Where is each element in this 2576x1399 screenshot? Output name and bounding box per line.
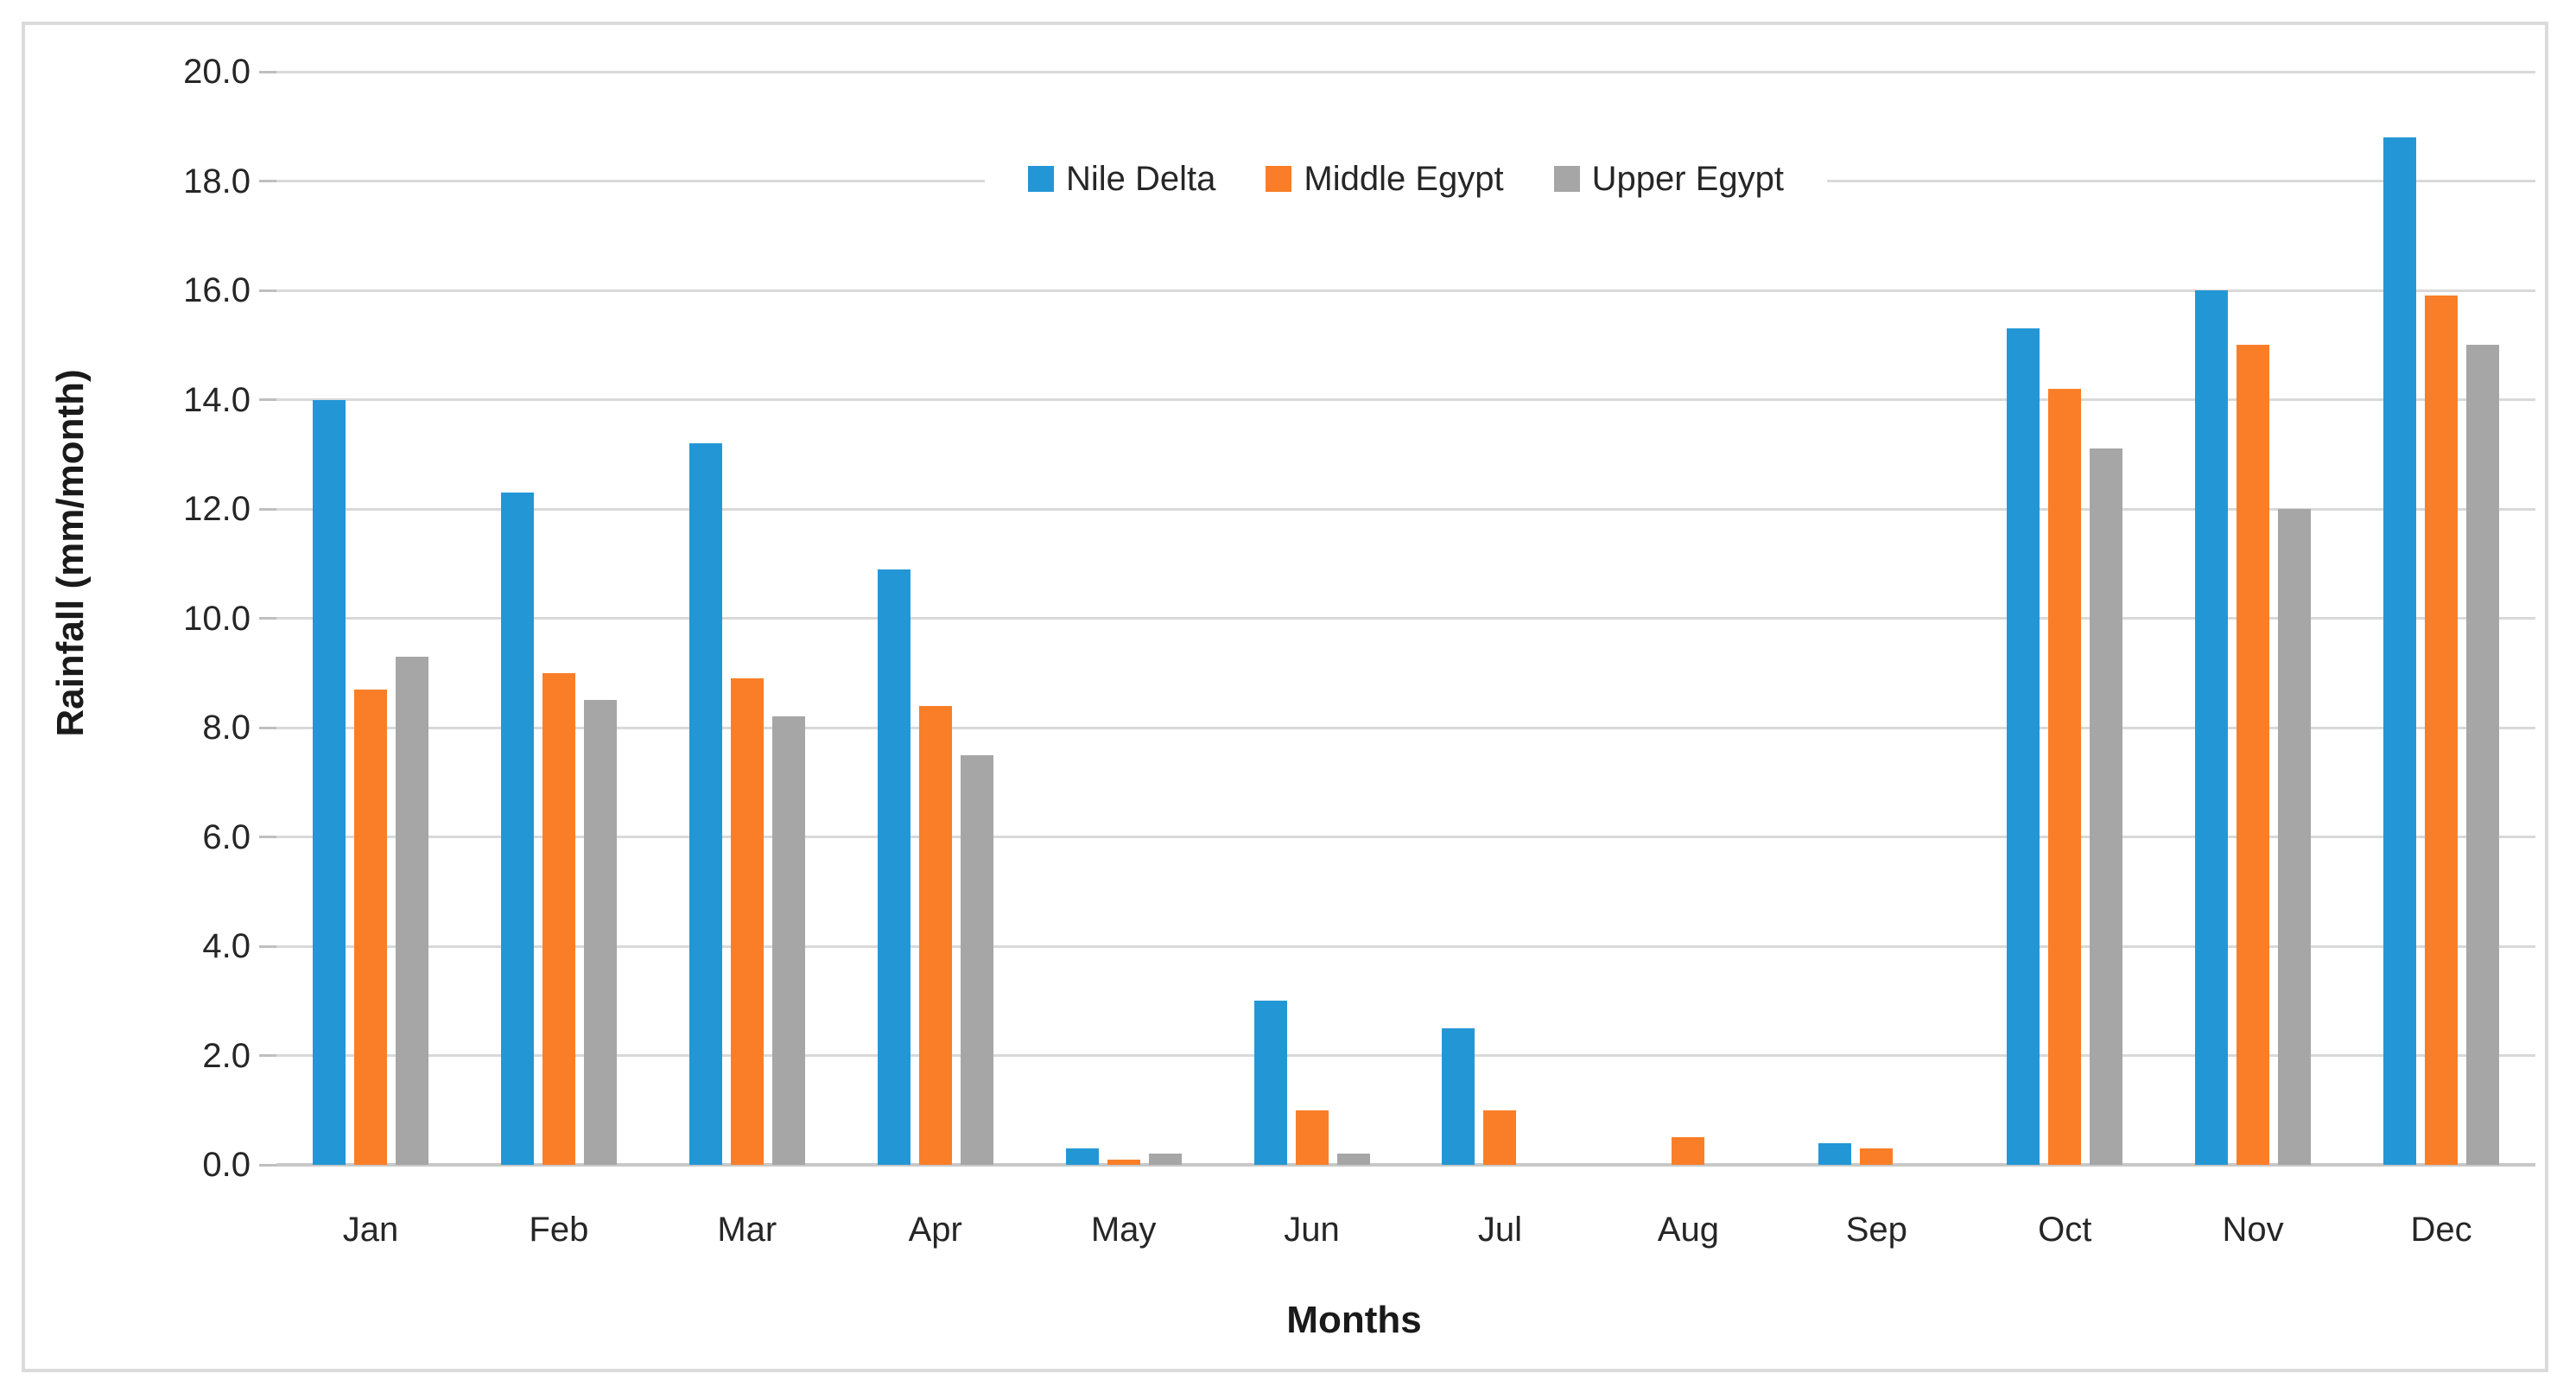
bar-nile-delta-mar [688,443,722,1165]
legend-swatch-middle-egypt [1266,166,1292,192]
x-axis-title: Months [1286,1299,1422,1341]
legend-swatch-upper-egypt [1553,166,1580,192]
bar-upper-egypt-nov [2278,509,2312,1165]
bar-middle-egypt-may [1107,1159,1140,1165]
y-tick-0.0 [259,1163,276,1167]
bar-nile-delta-dec [2383,137,2417,1165]
bar-middle-egypt-oct [2048,388,2082,1165]
bar-nile-delta-feb [500,493,534,1165]
bar-middle-egypt-mar [730,678,764,1165]
x-tick-label-feb: Feb [529,1211,589,1249]
bar-middle-egypt-jan [353,689,387,1165]
gridline-10.0 [276,617,2535,620]
bar-upper-egypt-jan [395,656,428,1165]
gridline-12.0 [276,507,2535,511]
gridline-4.0 [276,944,2535,948]
bar-middle-egypt-dec [2425,296,2459,1165]
y-axis-title: Rainfall (mm/month) [49,369,92,737]
y-tick-label-16.0: 16.0 [183,271,251,309]
y-tick-6.0 [259,836,276,838]
x-tick-label-mar: Mar [717,1211,777,1249]
y-tick-4.0 [259,944,276,948]
y-tick-label-0.0: 0.0 [202,1146,251,1184]
bar-middle-egypt-jul [1483,1110,1517,1165]
legend-item-middle-egypt: Middle Egypt [1266,159,1504,199]
y-tick-label-8.0: 8.0 [202,709,251,747]
bar-upper-egypt-may [1148,1154,1182,1165]
bar-nile-delta-oct [2007,328,2040,1165]
y-tick-label-18.0: 18.0 [183,162,251,200]
x-tick-label-jan: Jan [342,1211,399,1249]
y-tick-2.0 [259,1054,276,1057]
bar-middle-egypt-aug [1672,1137,1705,1165]
bar-upper-egypt-feb [583,700,617,1165]
y-tick-label-2.0: 2.0 [202,1036,251,1075]
y-tick-label-20.0: 20.0 [183,53,251,91]
bar-nile-delta-jul [1442,1027,1475,1165]
y-tick-label-12.0: 12.0 [183,490,251,528]
gridline-14.0 [276,398,2535,401]
legend-items: Nile Delta Middle Egypt Upper Egypt [985,151,1827,207]
bar-nile-delta-may [1065,1148,1099,1165]
y-tick-label-6.0: 6.0 [202,817,251,856]
bar-upper-egypt-mar [771,716,805,1165]
y-tick-10.0 [259,617,276,620]
bar-upper-egypt-oct [2090,448,2123,1165]
gridline-20.0 [276,70,2535,73]
gridline-16.0 [276,289,2535,292]
x-tick-label-oct: Oct [2038,1211,2092,1249]
bar-middle-egypt-feb [542,672,575,1165]
bar-middle-egypt-apr [918,705,952,1165]
y-tick-label-14.0: 14.0 [183,380,251,419]
y-tick-16.0 [259,289,276,292]
legend-label-nile-delta: Nile Delta [1066,159,1216,198]
y-tick-14.0 [259,398,276,401]
y-tick-20.0 [259,70,276,73]
bar-nile-delta-jun [1253,1001,1287,1165]
x-tick-label-aug: Aug [1657,1211,1719,1249]
bar-middle-egypt-sep [1860,1148,1894,1165]
gridline-6.0 [276,836,2535,838]
x-tick-label-nov: Nov [2222,1211,2284,1249]
x-tick-label-dec: Dec [2410,1211,2472,1249]
x-tick-label-jun: Jun [1284,1211,1340,1249]
y-tick-label-4.0: 4.0 [202,927,251,965]
x-tick-label-jul: Jul [1477,1211,1523,1249]
bar-upper-egypt-jun [1336,1154,1370,1165]
bar-upper-egypt-apr [960,754,993,1165]
gridline-8.0 [276,726,2535,729]
bar-nile-delta-jan [312,399,346,1165]
gridline-2.0 [276,1054,2535,1057]
y-tick-12.0 [259,507,276,511]
legend-swatch-nile-delta [1028,166,1054,192]
bar-nile-delta-sep [1818,1142,1852,1165]
bar-middle-egypt-nov [2237,345,2270,1165]
legend-label-upper-egypt: Upper Egypt [1591,159,1784,198]
legend-item-nile-delta: Nile Delta [1028,160,1215,199]
x-tick-label-sep: Sep [1845,1211,1907,1249]
legend: Nile Delta Middle Egypt Upper Egypt [276,151,2535,207]
legend-label-middle-egypt: Middle Egypt [1304,159,1504,198]
x-axis-line [276,1163,2535,1167]
bar-nile-delta-nov [2195,290,2229,1165]
bar-upper-egypt-dec [2466,345,2500,1165]
y-tick-label-10.0: 10.0 [183,599,251,638]
y-tick-8.0 [259,726,276,729]
x-tick-label-apr: Apr [908,1211,962,1249]
legend-item-upper-egypt: Upper Egypt [1553,159,1784,199]
bar-middle-egypt-jun [1295,1110,1329,1165]
y-tick-18.0 [259,180,276,182]
bar-nile-delta-apr [877,569,910,1165]
x-tick-label-may: May [1090,1211,1157,1249]
